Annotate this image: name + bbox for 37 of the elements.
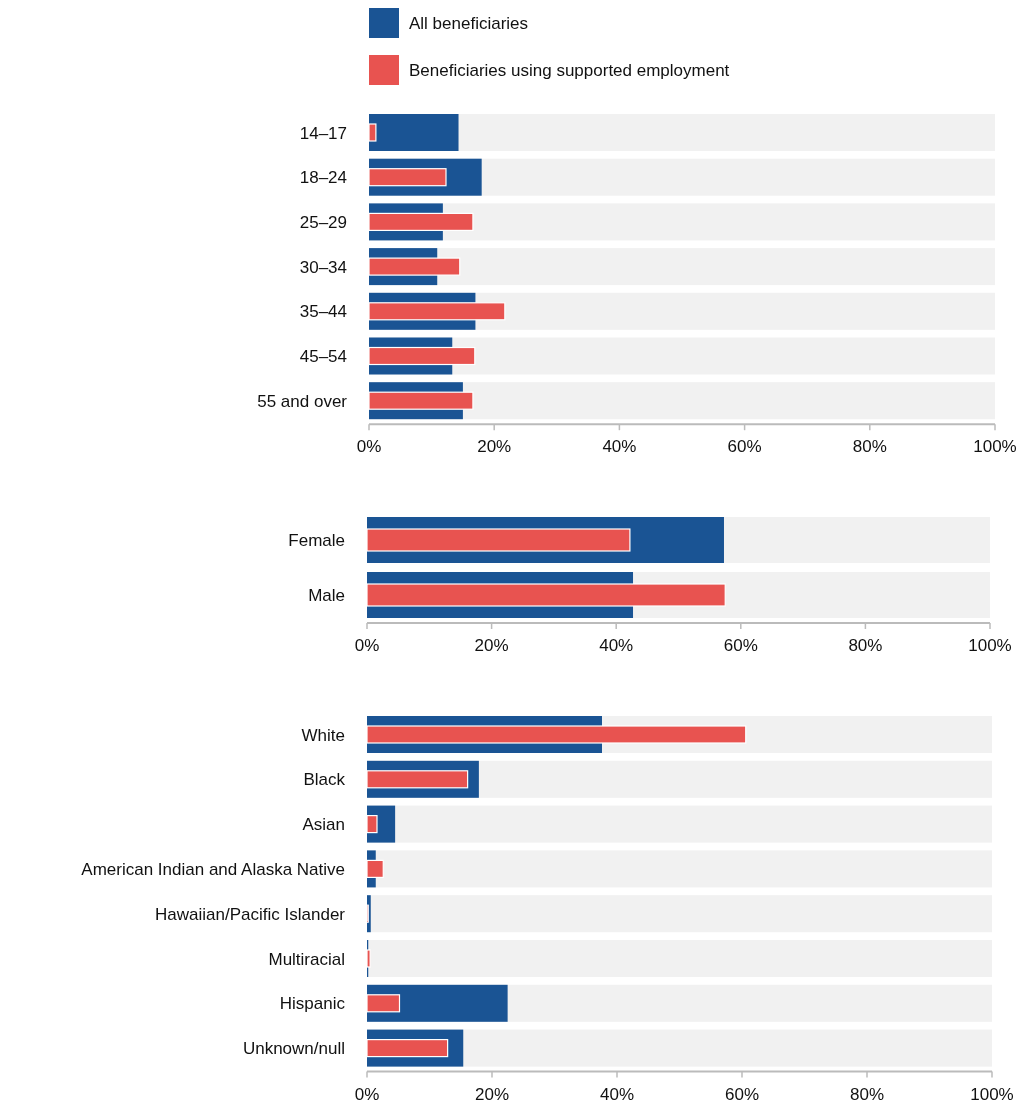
y-tick-label: American Indian and Alaska Native: [81, 859, 345, 879]
y-tick-label: 30–34: [299, 257, 347, 277]
y-tick-label: Asian: [302, 815, 345, 835]
x-tick-label: 0%: [354, 1084, 380, 1104]
legend-label: All beneficiaries: [409, 14, 529, 33]
y-tick-label: 55 and over: [257, 391, 348, 411]
x-tick-label: 80%: [849, 1084, 885, 1104]
x-tick-label: 60%: [727, 437, 762, 457]
y-tick-label: Hispanic: [279, 994, 346, 1014]
x-tick-label: 100%: [970, 1084, 1014, 1104]
y-tick-label: 18–24: [299, 168, 347, 188]
y-tick-label: 45–54: [299, 347, 347, 366]
x-tick-label: 20%: [474, 1084, 510, 1104]
y-tick-label: White: [301, 725, 345, 745]
x-tick-label: 0%: [356, 437, 382, 457]
x-tick-label: 60%: [724, 1084, 760, 1104]
y-tick-label: Female: [288, 531, 345, 550]
x-tick-label: 40%: [599, 1084, 635, 1104]
x-tick-label: 40%: [599, 636, 634, 655]
x-tick-label: 80%: [848, 636, 883, 655]
x-tick-label: 40%: [602, 437, 637, 457]
x-tick-label: 100%: [973, 437, 1017, 457]
y-tick-label: Male: [308, 586, 345, 605]
x-tick-label: 20%: [477, 437, 512, 457]
y-tick-label: Black: [303, 770, 346, 790]
y-tick-label: 14–17: [299, 123, 347, 143]
y-tick-label: Unknown/null: [242, 1039, 345, 1059]
x-tick-label: 20%: [474, 636, 509, 655]
x-tick-label: 80%: [852, 437, 887, 457]
x-tick-label: 60%: [723, 636, 758, 655]
y-tick-label: 35–44: [299, 302, 347, 322]
y-tick-label: Multiracial: [268, 949, 345, 969]
x-tick-label: 0%: [354, 636, 380, 655]
y-tick-label: Hawaiian/Pacific Islander: [155, 904, 346, 924]
legend-label: Beneficiaries using supported employment: [409, 61, 730, 80]
x-tick-label: 100%: [968, 636, 1012, 655]
y-tick-label: 25–29: [299, 212, 347, 232]
